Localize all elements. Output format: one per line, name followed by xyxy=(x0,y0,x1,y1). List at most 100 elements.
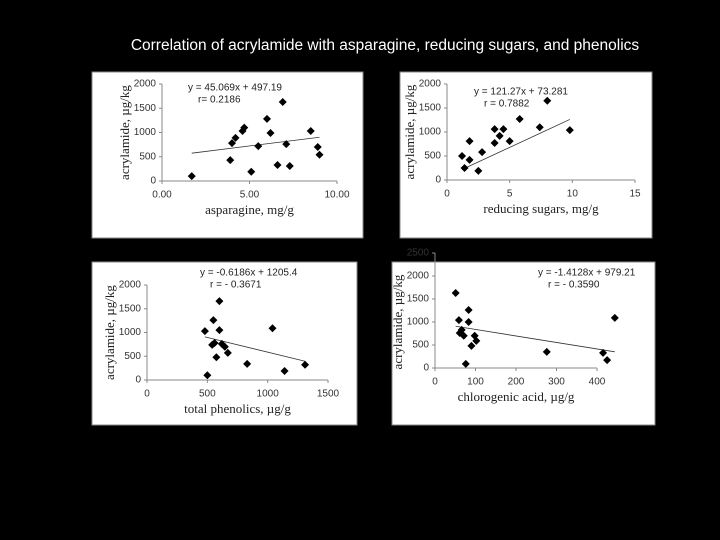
data-point xyxy=(280,366,289,375)
y-tick-label: 2500 xyxy=(407,248,430,259)
annotation: r= 0.2186 xyxy=(198,95,241,106)
data-point xyxy=(282,140,291,149)
y-tick-label: 0 xyxy=(150,176,156,187)
data-point xyxy=(542,347,551,356)
data-point xyxy=(460,164,469,172)
data-point xyxy=(203,371,212,380)
annotation: r = 0.7882 xyxy=(484,99,530,110)
chart: 0 500 1000 1500 2000 0 500 1000 1500 y = -0.6186x… xyxy=(91,261,358,426)
data-point xyxy=(231,133,240,142)
annotation: y = -0.6186x + 1205.4 xyxy=(200,268,298,279)
data-point xyxy=(313,143,322,152)
data-point xyxy=(212,353,221,362)
data-point xyxy=(515,115,524,124)
data-point xyxy=(490,125,499,134)
data-point xyxy=(278,97,287,106)
data-point xyxy=(306,127,315,136)
y-tick-label: 1000 xyxy=(119,327,142,338)
x-axis-title: reducing sugars, mg/g xyxy=(483,201,599,216)
data-point xyxy=(208,340,217,349)
data-point xyxy=(315,150,324,159)
annotation: y = 121.27x + 73.281 xyxy=(474,87,568,98)
y-tick-label: 1500 xyxy=(407,294,430,305)
data-point xyxy=(209,316,218,325)
annotation: r = - 0.3590 xyxy=(548,280,600,291)
y-tick-label: 1500 xyxy=(134,103,157,114)
chart: 0 500 1000 1500 2000 2500 0 100 200 300 400 y = -1.… xyxy=(390,248,656,426)
data-point xyxy=(263,114,271,123)
data-point xyxy=(495,131,504,140)
data-point xyxy=(266,128,275,137)
data-point xyxy=(478,148,487,157)
data-point xyxy=(243,359,252,368)
y-tick-label: 1000 xyxy=(134,127,157,138)
data-point xyxy=(458,152,467,160)
x-tick-label: 5.00 xyxy=(240,190,260,201)
data-point xyxy=(465,137,474,146)
y-axis-title: acrylamide, µg/kg xyxy=(402,84,417,179)
data-point xyxy=(301,360,310,369)
annotation: y = 45.069x + 497.19 xyxy=(188,83,282,94)
data-point xyxy=(610,313,619,322)
x-tick-label: 0.00 xyxy=(152,190,172,201)
x-tick-label: 10 xyxy=(567,189,579,200)
x-tick-label: 400 xyxy=(589,377,606,388)
data-point xyxy=(223,348,232,357)
data-point xyxy=(472,336,481,345)
x-tick-label: 500 xyxy=(199,389,216,400)
data-point xyxy=(215,297,224,306)
trendline xyxy=(455,325,615,353)
y-tick-label: 2000 xyxy=(419,79,442,90)
y-tick-label: 500 xyxy=(424,151,441,162)
data-point xyxy=(461,359,470,368)
chart: 0 500 1000 1500 2000 0 5 10 15 y = 121.27x + 73.2… xyxy=(399,71,653,239)
y-tick-label: 1500 xyxy=(419,103,442,114)
x-tick-label: 300 xyxy=(548,377,565,388)
x-axis-title: asparagine, mg/g xyxy=(205,202,294,217)
x-tick-label: 0 xyxy=(444,189,450,200)
y-tick-label: 0 xyxy=(435,175,441,186)
data-point xyxy=(464,318,473,326)
x-axis-title: chlorogenic acid, µg/g xyxy=(458,389,575,404)
data-point xyxy=(457,325,466,334)
y-tick-label: 2000 xyxy=(119,280,142,291)
y-tick-label: 500 xyxy=(139,151,156,162)
chart-panel xyxy=(391,261,656,426)
data-point xyxy=(599,348,608,357)
data-point xyxy=(499,125,508,134)
data-point xyxy=(505,137,514,146)
x-tick-label: 5 xyxy=(507,189,513,200)
data-point xyxy=(451,289,460,298)
y-tick-label: 2000 xyxy=(134,79,157,90)
data-point xyxy=(459,331,468,340)
data-point xyxy=(474,166,483,175)
chart: 0 500 1000 1500 2000 0.00 5.00 10.00 y = 45.069x… xyxy=(91,71,364,239)
data-point xyxy=(254,142,263,151)
data-point xyxy=(215,326,224,335)
x-tick-label: 10.00 xyxy=(324,190,349,201)
data-point xyxy=(220,342,229,351)
data-point xyxy=(467,341,476,350)
data-point xyxy=(565,126,574,135)
data-point xyxy=(240,123,249,132)
annotation: r = - 0.3671 xyxy=(210,280,262,291)
x-tick-label: 0 xyxy=(432,377,438,388)
x-tick-label: 1000 xyxy=(257,389,280,400)
slide-title: Correlation of acrylamide with asparagin… xyxy=(131,37,640,54)
x-tick-label: 0 xyxy=(144,389,150,400)
y-tick-label: 2000 xyxy=(407,271,430,282)
data-point xyxy=(268,324,277,333)
y-tick-label: 0 xyxy=(423,363,429,374)
y-tick-label: 500 xyxy=(412,340,429,351)
data-point xyxy=(200,327,209,336)
y-axis-title: acrylamide, µg/kg xyxy=(102,285,117,380)
data-point xyxy=(273,160,282,169)
y-tick-label: 0 xyxy=(135,375,141,386)
x-tick-label: 200 xyxy=(508,377,525,388)
annotation: y = -1.4128x + 979.21 xyxy=(538,268,636,279)
data-point xyxy=(490,139,499,148)
data-point xyxy=(464,306,473,315)
trendline xyxy=(461,119,570,170)
data-point xyxy=(465,155,474,164)
